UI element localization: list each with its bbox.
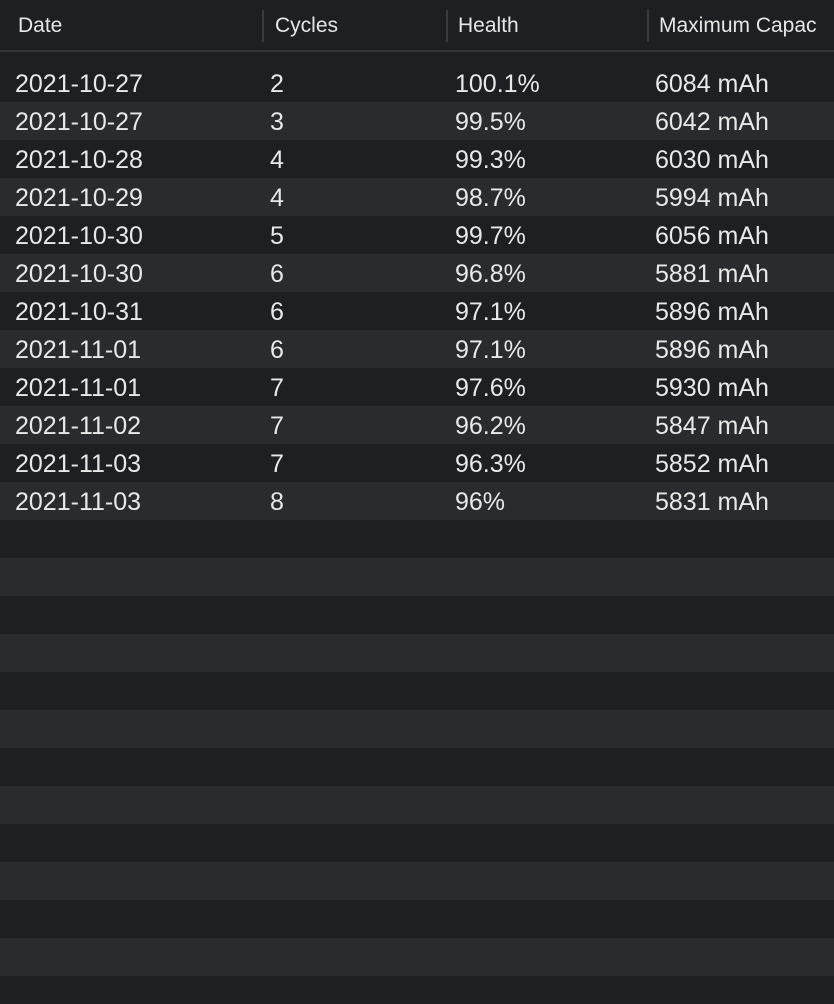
table-row[interactable]: 2021-10-29 4 98.7% 5994 mAh <box>0 178 834 216</box>
cell-cycles: 2 <box>270 70 284 98</box>
cell-maximum-capacity: 6056 mAh <box>655 222 769 250</box>
table-row[interactable]: 2021-10-28 4 99.3% 6030 mAh <box>0 140 834 178</box>
cell-cycles: 7 <box>270 450 284 478</box>
cell-date: 2021-11-01 <box>15 336 142 364</box>
cell-health: 98.7% <box>455 184 526 212</box>
cell-date: 2021-10-30 <box>15 260 143 288</box>
cell-cycles: 6 <box>270 260 284 288</box>
column-divider[interactable] <box>262 10 264 42</box>
table-row[interactable]: 2021-11-01 7 97.6% 5930 mAh <box>0 368 834 406</box>
cell-maximum-capacity: 5852 mAh <box>655 450 769 478</box>
empty-row <box>0 596 834 634</box>
cell-date: 2021-10-29 <box>15 184 143 212</box>
cell-cycles: 7 <box>270 374 284 402</box>
cell-date: 2021-10-31 <box>15 298 143 326</box>
cell-maximum-capacity: 5881 mAh <box>655 260 769 288</box>
column-header-health[interactable]: Health <box>458 14 519 37</box>
cell-maximum-capacity: 6084 mAh <box>655 70 769 98</box>
table-row[interactable]: 2021-10-30 5 99.7% 6056 mAh <box>0 216 834 254</box>
cell-cycles: 4 <box>270 146 284 174</box>
cell-health: 100.1% <box>455 70 540 98</box>
empty-row <box>0 786 834 824</box>
empty-row <box>0 900 834 938</box>
table-row[interactable]: 2021-10-27 3 99.5% 6042 mAh <box>0 102 834 140</box>
cell-health: 96.3% <box>455 450 526 478</box>
cell-health: 99.5% <box>455 108 526 136</box>
cell-maximum-capacity: 6030 mAh <box>655 146 769 174</box>
cell-cycles: 6 <box>270 298 284 326</box>
cell-maximum-capacity: 5994 mAh <box>655 184 769 212</box>
cell-date: 2021-11-02 <box>15 412 142 440</box>
cell-health: 96.8% <box>455 260 526 288</box>
column-header-maximum-capacity[interactable]: Maximum Capac <box>659 14 817 37</box>
cell-health: 97.6% <box>455 374 526 402</box>
table-row[interactable]: 2021-10-30 6 96.8% 5881 mAh <box>0 254 834 292</box>
empty-row <box>0 862 834 900</box>
cell-health: 99.3% <box>455 146 526 174</box>
table-body: 2021-10-27 2 100.1% 6084 mAh 2021-10-27 3 99.5… <box>0 64 834 1004</box>
empty-row <box>0 748 834 786</box>
cell-date: 2021-11-03 <box>15 488 142 516</box>
cell-date: 2021-10-27 <box>15 70 143 98</box>
cell-date: 2021-10-28 <box>15 146 143 174</box>
table-row[interactable]: 2021-11-03 8 96% 5831 mAh <box>0 482 834 520</box>
cell-maximum-capacity: 5831 mAh <box>655 488 769 516</box>
empty-row <box>0 672 834 710</box>
empty-row <box>0 824 834 862</box>
cell-health: 97.1% <box>455 336 526 364</box>
cell-cycles: 3 <box>270 108 284 136</box>
cell-date: 2021-10-30 <box>15 222 143 250</box>
cell-date: 2021-11-01 <box>15 374 142 402</box>
cell-cycles: 4 <box>270 184 284 212</box>
table-row[interactable]: 2021-10-31 6 97.1% 5896 mAh <box>0 292 834 330</box>
table-row[interactable]: 2021-11-01 6 97.1% 5896 mAh <box>0 330 834 368</box>
cell-maximum-capacity: 5930 mAh <box>655 374 769 402</box>
cell-cycles: 5 <box>270 222 284 250</box>
cell-health: 96.2% <box>455 412 526 440</box>
cell-maximum-capacity: 5896 mAh <box>655 298 769 326</box>
cell-health: 97.1% <box>455 298 526 326</box>
cell-cycles: 8 <box>270 488 284 516</box>
cell-maximum-capacity: 5847 mAh <box>655 412 769 440</box>
cell-health: 99.7% <box>455 222 526 250</box>
table-row[interactable]: 2021-11-02 7 96.2% 5847 mAh <box>0 406 834 444</box>
cell-date: 2021-10-27 <box>15 108 143 136</box>
cell-date: 2021-11-03 <box>15 450 142 478</box>
empty-row <box>0 634 834 672</box>
empty-row <box>0 976 834 1004</box>
cell-cycles: 6 <box>270 336 284 364</box>
column-header-date[interactable]: Date <box>18 14 63 37</box>
empty-row <box>0 520 834 558</box>
cell-cycles: 7 <box>270 412 284 440</box>
column-divider[interactable] <box>647 10 649 42</box>
cell-health: 96% <box>455 488 506 516</box>
table-row[interactable]: 2021-10-27 2 100.1% 6084 mAh <box>0 64 834 102</box>
table-row[interactable]: 2021-11-03 7 96.3% 5852 mAh <box>0 444 834 482</box>
column-header-cycles[interactable]: Cycles <box>275 14 339 37</box>
empty-row <box>0 938 834 976</box>
column-divider[interactable] <box>446 10 448 42</box>
empty-row <box>0 558 834 596</box>
cell-maximum-capacity: 5896 mAh <box>655 336 769 364</box>
table-header: Date Cycles Health Maximum Capac <box>0 0 834 52</box>
cell-maximum-capacity: 6042 mAh <box>655 108 769 136</box>
empty-row <box>0 710 834 748</box>
